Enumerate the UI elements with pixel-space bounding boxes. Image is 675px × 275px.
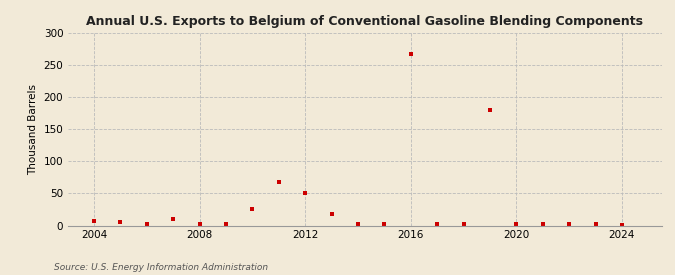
Title: Annual U.S. Exports to Belgium of Conventional Gasoline Blending Components: Annual U.S. Exports to Belgium of Conven… (86, 15, 643, 28)
Text: Source: U.S. Energy Information Administration: Source: U.S. Energy Information Administ… (54, 263, 268, 272)
Y-axis label: Thousand Barrels: Thousand Barrels (28, 84, 38, 175)
